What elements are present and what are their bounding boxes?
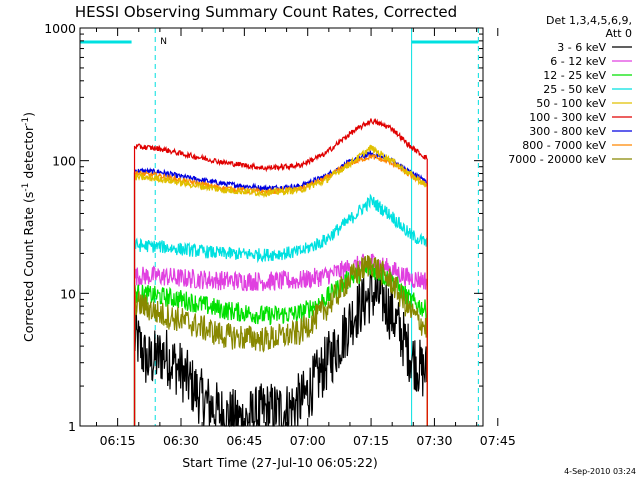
legend-label: 6 - 12 keV xyxy=(550,55,606,68)
x-tick-label: 06:30 xyxy=(163,433,199,448)
y-axis: 1 10 100 1000 xyxy=(44,21,483,434)
y-tick-label: 10 xyxy=(60,286,76,301)
legend-label: 25 - 50 keV xyxy=(543,83,606,96)
series-line xyxy=(133,268,428,428)
legend-label: 12 - 25 keV xyxy=(543,69,606,82)
plot-timestamp: 4-Sep-2010 03:24 xyxy=(564,467,636,476)
x-tick-label: 07:00 xyxy=(290,433,326,448)
chart-title: HESSI Observing Summary Count Rates, Cor… xyxy=(75,3,457,21)
x-axis-title: Start Time (27-Jul-10 06:05:22) xyxy=(182,455,378,470)
legend-label: 100 - 300 keV xyxy=(529,111,606,124)
legend-header-line2: Att 0 xyxy=(606,27,632,40)
y-tick-label: 100 xyxy=(52,154,76,169)
plot-border xyxy=(79,27,484,427)
legend-label: 3 - 6 keV xyxy=(557,41,606,54)
legend-label: 7000 - 20000 keV xyxy=(508,153,606,166)
flag-label: N xyxy=(160,37,167,47)
plot-frame xyxy=(79,27,484,427)
series-line xyxy=(133,117,428,426)
x-tick-label: 07:15 xyxy=(353,433,389,448)
x-tick-label: 06:15 xyxy=(100,433,136,448)
series-line xyxy=(133,144,428,426)
x-axis: 06:15 06:30 06:45 07:00 07:15 07:30 07:45 xyxy=(96,28,516,448)
y-tick-label: 1000 xyxy=(44,21,76,36)
legend-label: 800 - 7000 keV xyxy=(522,139,606,152)
series-line xyxy=(133,261,428,426)
y-tick-label: 1 xyxy=(68,419,76,434)
x-tick-label: 06:45 xyxy=(226,433,262,448)
legend-label: 50 - 100 keV xyxy=(536,97,606,110)
x-tick-label: 07:30 xyxy=(416,433,452,448)
legend-label: 300 - 800 keV xyxy=(529,125,606,138)
series-line xyxy=(133,193,428,426)
legend-header-line1: Det 1,3,4,5,6,9, xyxy=(546,14,632,27)
y-axis-title: Corrected Count Rate (s-1 detector-1) xyxy=(21,112,36,342)
series-line xyxy=(133,255,428,426)
plot-area: N xyxy=(79,28,479,428)
x-tick-label: 07:45 xyxy=(480,433,516,448)
